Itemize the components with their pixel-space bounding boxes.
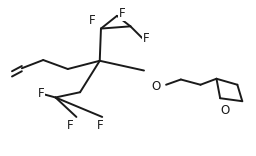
Text: F: F: [143, 32, 150, 45]
Text: F: F: [89, 14, 96, 27]
Text: O: O: [220, 105, 230, 117]
Text: F: F: [119, 7, 125, 20]
Text: O: O: [152, 80, 161, 93]
Text: F: F: [97, 119, 103, 132]
Text: F: F: [67, 119, 73, 132]
Text: F: F: [37, 87, 44, 100]
